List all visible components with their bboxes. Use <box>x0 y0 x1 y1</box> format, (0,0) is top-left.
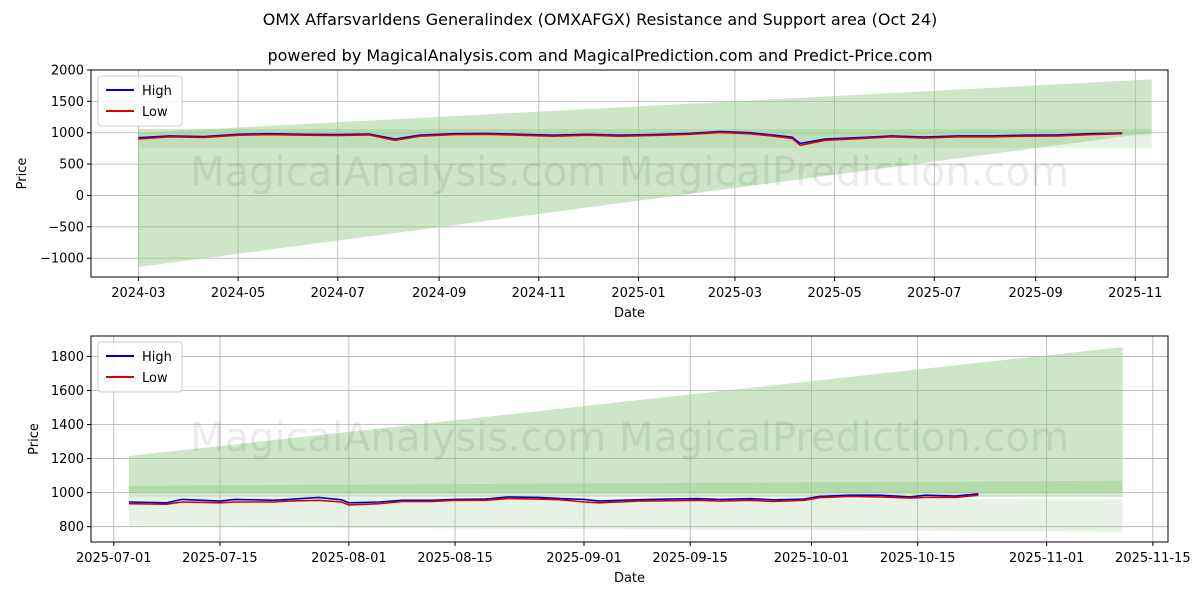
legend-label-high: High <box>142 84 172 99</box>
x-tick-label: 2024-11 <box>512 286 566 301</box>
legend-label-high: High <box>142 350 172 365</box>
x-tick-label: 2024-05 <box>211 286 265 301</box>
x-tick-label: 2025-11-15 <box>1115 551 1191 566</box>
x-tick-label: 2025-01 <box>611 286 665 301</box>
series-line-low <box>128 494 979 506</box>
y-tick-label: 800 <box>59 520 84 535</box>
x-tick-label: 2025-07-15 <box>182 551 258 566</box>
chart-subtitle: powered by MagicalAnalysis.com and Magic… <box>267 46 933 65</box>
support-resistance-band <box>128 480 1123 497</box>
y-tick-label: −500 <box>48 220 84 235</box>
x-tick-label: 2025-09-15 <box>652 551 728 566</box>
x-axis-label: Date <box>614 571 645 586</box>
x-tick-label: 2025-05 <box>807 286 861 301</box>
x-tick-label: 2025-10-01 <box>774 551 850 566</box>
y-tick-label: 1800 <box>51 350 84 365</box>
y-tick-label: 1500 <box>51 95 84 110</box>
y-tick-label: 2000 <box>51 64 84 79</box>
support-resistance-band <box>138 79 1152 267</box>
y-tick-label: 500 <box>59 158 84 173</box>
y-tick-label: 1200 <box>51 452 84 467</box>
x-tick-label: 2025-11 <box>1108 286 1162 301</box>
series-line-high <box>128 493 979 504</box>
x-tick-label: 2025-03 <box>708 286 762 301</box>
x-tick-label: 2025-11-01 <box>1009 551 1085 566</box>
x-axis-label: Date <box>614 306 645 321</box>
bottom-chart: MagicalAnalysis.com MagicalPrediction.co… <box>27 335 1191 586</box>
y-tick-label: 1000 <box>51 126 84 141</box>
series-line-high <box>138 130 1123 145</box>
support-resistance-band <box>128 496 1123 532</box>
watermark: MagicalAnalysis.com MagicalPrediction.co… <box>190 150 1069 196</box>
chart-title: OMX Affarsvarldens Generalindex (OMXAFGX… <box>262 10 938 29</box>
y-tick-label: 1400 <box>51 418 84 433</box>
legend-box <box>97 341 183 393</box>
legend-label-low: Low <box>142 105 168 120</box>
legend-box <box>97 75 183 127</box>
series-line-low <box>138 131 1123 147</box>
y-axis-label: Price <box>27 423 42 455</box>
y-tick-label: 1000 <box>51 486 84 501</box>
x-tick-label: 2024-07 <box>311 286 365 301</box>
x-tick-label: 2025-07-01 <box>76 551 152 566</box>
support-resistance-band <box>138 128 1152 136</box>
y-tick-label: −1000 <box>40 252 84 267</box>
y-tick-label: 0 <box>76 189 84 204</box>
watermark: MagicalAnalysis.com MagicalPrediction.co… <box>190 415 1069 461</box>
x-tick-label: 2025-09 <box>1008 286 1062 301</box>
axes-frame <box>90 335 1169 543</box>
x-tick-label: 2024-03 <box>111 286 165 301</box>
x-tick-label: 2025-08-15 <box>417 551 493 566</box>
x-tick-label: 2025-10-15 <box>880 551 956 566</box>
x-tick-label: 2025-09-01 <box>546 551 622 566</box>
x-tick-label: 2025-07 <box>907 286 961 301</box>
top-chart: MagicalAnalysis.com MagicalPrediction.co… <box>15 64 1169 321</box>
x-tick-label: 2024-09 <box>412 286 466 301</box>
y-axis-label: Price <box>15 158 30 190</box>
axes-frame <box>90 69 1169 278</box>
legend-label-low: Low <box>142 371 168 386</box>
support-resistance-band <box>128 347 1123 493</box>
x-tick-label: 2025-08-01 <box>311 551 387 566</box>
y-tick-label: 1600 <box>51 384 84 399</box>
